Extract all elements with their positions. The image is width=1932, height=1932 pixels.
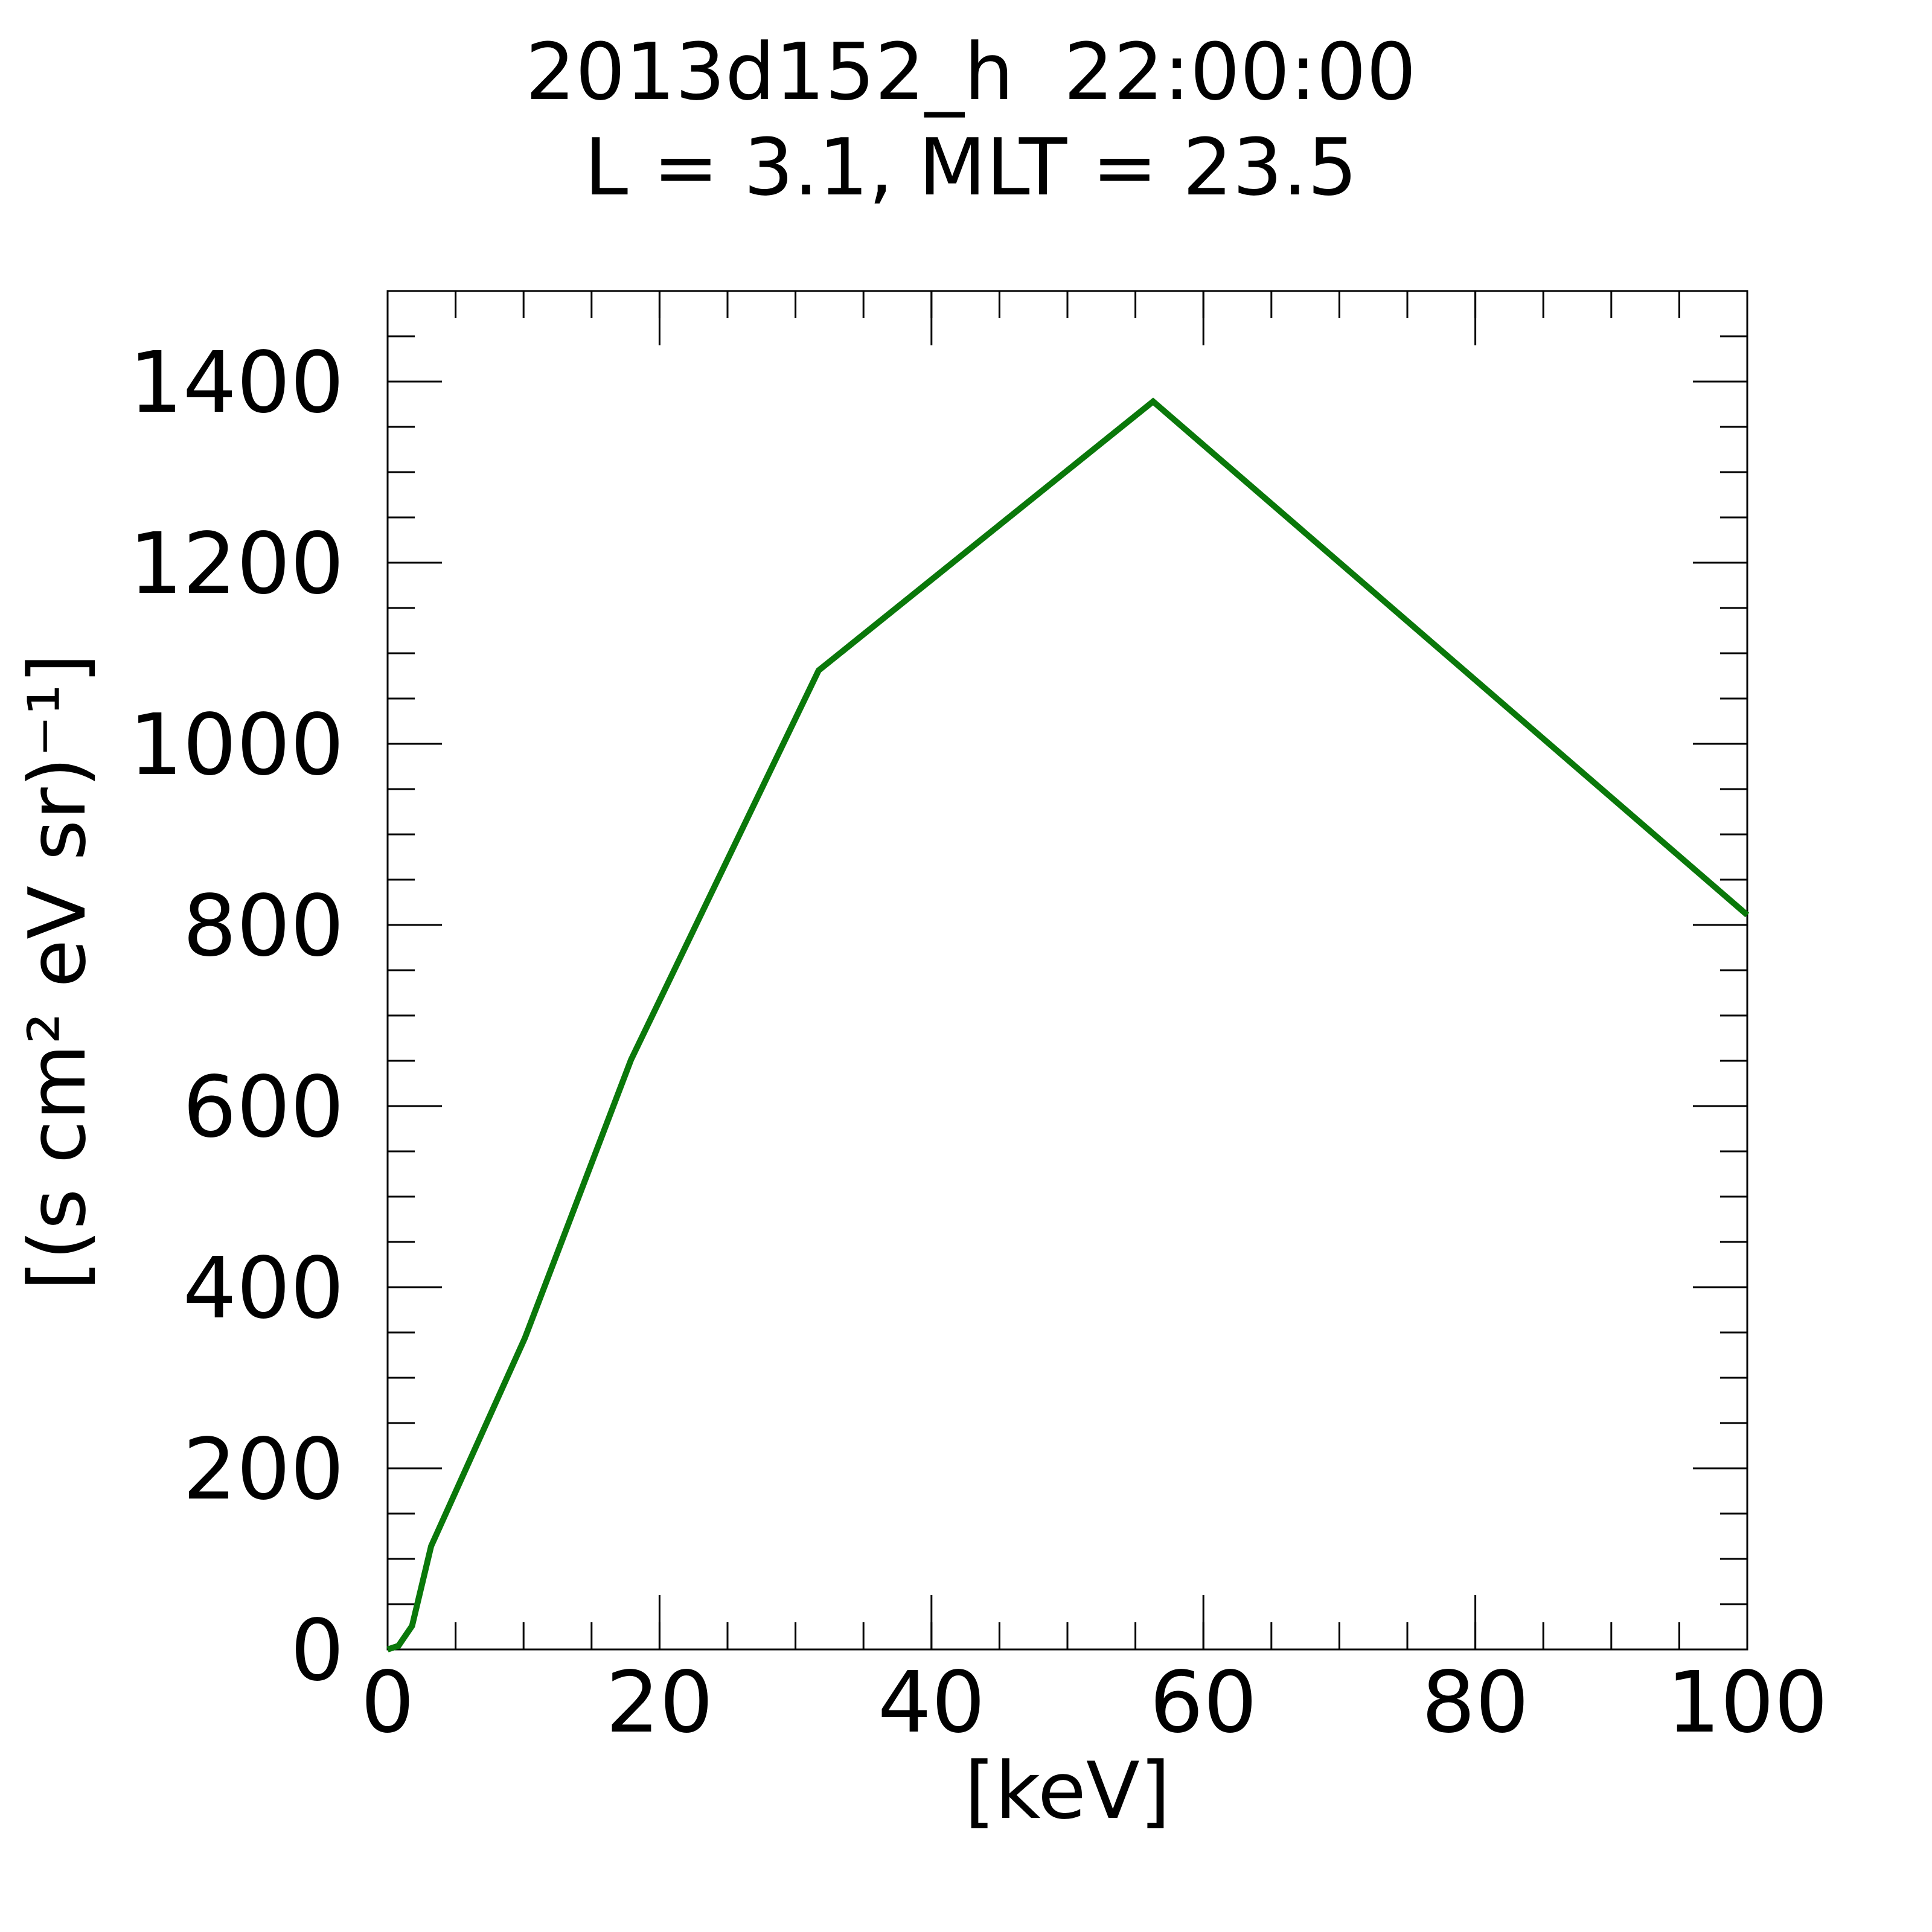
y-tick-label: 1000: [129, 696, 344, 795]
x-tick-label: 40: [878, 1654, 985, 1752]
x-tick-label: 0: [360, 1654, 414, 1752]
y-tick-label: 200: [183, 1421, 344, 1519]
y-tick-label: 1200: [129, 515, 344, 613]
x-tick-label: 60: [1150, 1654, 1257, 1752]
y-tick-label: 1400: [129, 334, 344, 432]
chart-title: 2013d152_h 22:00:00: [525, 26, 1416, 118]
x-tick-label: 20: [606, 1654, 713, 1752]
x-tick-label: 80: [1422, 1654, 1529, 1752]
x-tick-label: 100: [1666, 1654, 1828, 1752]
y-tick-label: 400: [183, 1239, 344, 1338]
y-tick-label: 600: [183, 1058, 344, 1157]
y-tick-label: 800: [183, 877, 344, 976]
y-tick-label: 0: [290, 1602, 344, 1700]
y-axis-label: [(s cm² eV sr)⁻¹]: [11, 653, 103, 1291]
x-axis-label: [keV]: [965, 1745, 1171, 1837]
chart-subtitle: L = 3.1, MLT = 23.5: [584, 121, 1358, 213]
data-line: [386, 397, 1750, 1652]
